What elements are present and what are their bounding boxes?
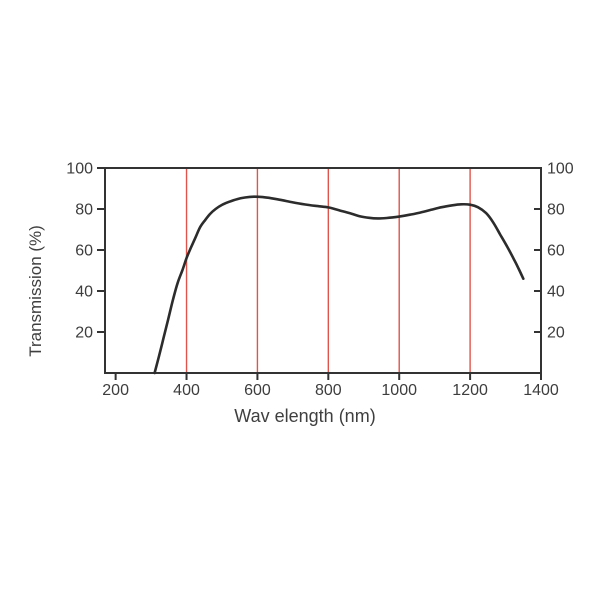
- x-tick-label: 600: [244, 382, 271, 399]
- x-tick-label: 400: [173, 382, 200, 399]
- y-tick-label-right: 60: [547, 243, 565, 260]
- y-tick-label-left: 100: [66, 161, 93, 178]
- x-tick-label: 200: [102, 382, 129, 399]
- x-tick-label: 1000: [381, 382, 417, 399]
- x-tick-label: 1200: [452, 382, 488, 399]
- y-tick-label-right: 40: [547, 284, 565, 301]
- y-axis-title: Transmission (%): [26, 225, 45, 357]
- x-tick-label: 800: [315, 382, 342, 399]
- y-tick-label-left: 40: [75, 284, 93, 301]
- y-tick-label-left: 20: [75, 325, 93, 342]
- x-axis-title: Wav elength (nm): [234, 406, 376, 426]
- y-tick-label-right: 100: [547, 161, 574, 178]
- y-tick-label-left: 80: [75, 202, 93, 219]
- y-tick-label-right: 80: [547, 202, 565, 219]
- x-tick-label: 1400: [523, 382, 559, 399]
- y-tick-label-left: 60: [75, 243, 93, 260]
- y-tick-label-right: 20: [547, 325, 565, 342]
- plot-border: [104, 167, 542, 374]
- transmission-curve: [153, 195, 525, 375]
